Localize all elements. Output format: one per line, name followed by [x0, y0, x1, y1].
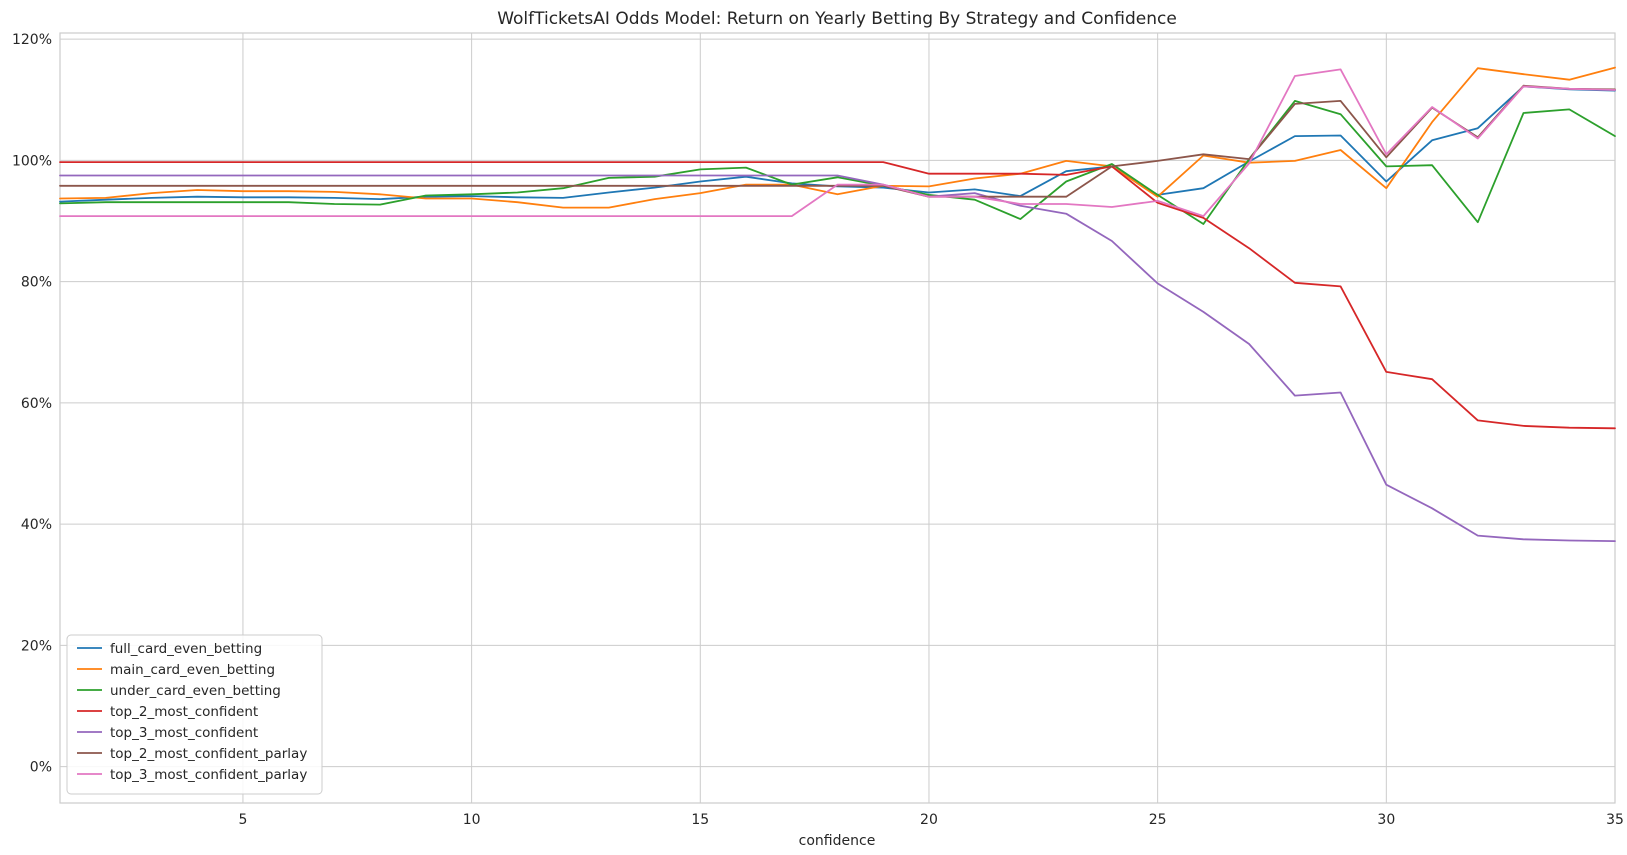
legend-label: top_2_most_confident_parlay	[110, 746, 307, 762]
x-axis-label: confidence	[799, 833, 876, 849]
legend-label: top_3_most_confident_parlay	[110, 767, 307, 783]
x-tick-label: 10	[463, 812, 481, 828]
x-tick-label: 35	[1606, 812, 1624, 828]
series-line-top-3-most-confident	[59, 174, 1616, 542]
legend-label: under_card_even_betting	[110, 683, 281, 699]
y-tick-label: 80%	[21, 275, 52, 291]
x-tick-label: 30	[1377, 812, 1395, 828]
x-tick-label: 5	[238, 812, 247, 828]
y-axis-ticks: 0% 20% 40% 60% 80% 100% 120%	[12, 32, 52, 776]
y-tick-label: 60%	[21, 396, 52, 412]
x-tick-label: 25	[1149, 812, 1167, 828]
y-tick-label: 40%	[21, 517, 52, 533]
legend-label: top_2_most_confident	[110, 704, 258, 720]
y-tick-label: 100%	[12, 153, 52, 169]
legend-box	[66, 634, 323, 795]
legend-label: top_3_most_confident	[110, 725, 258, 741]
series-layer	[59, 66, 1616, 542]
series-line-main-card-even-betting	[59, 66, 1616, 209]
legend: full_card_even_betting main_card_even_bet…	[66, 634, 323, 795]
y-tick-label: 20%	[21, 638, 52, 654]
series-line-top-2-most-confident-parlay	[59, 84, 1616, 198]
series-line-top-3-most-confident-parlay	[59, 68, 1616, 218]
legend-label: full_card_even_betting	[110, 641, 262, 657]
x-axis-ticks: 5 10 15 20 25 30 35	[238, 812, 1623, 828]
y-tick-label: 0%	[30, 760, 52, 776]
plot-frame	[59, 32, 1616, 804]
x-tick-label: 15	[691, 812, 709, 828]
x-tick-label: 20	[920, 812, 938, 828]
series-line-under-card-even-betting	[59, 100, 1616, 225]
legend-label: main_card_even_betting	[110, 662, 275, 678]
chart-title: WolfTicketsAI Odds Model: Return on Year…	[497, 9, 1177, 29]
y-tick-label: 120%	[12, 32, 52, 48]
series-line-top-2-most-confident	[59, 161, 1616, 430]
grid	[60, 33, 1616, 803]
